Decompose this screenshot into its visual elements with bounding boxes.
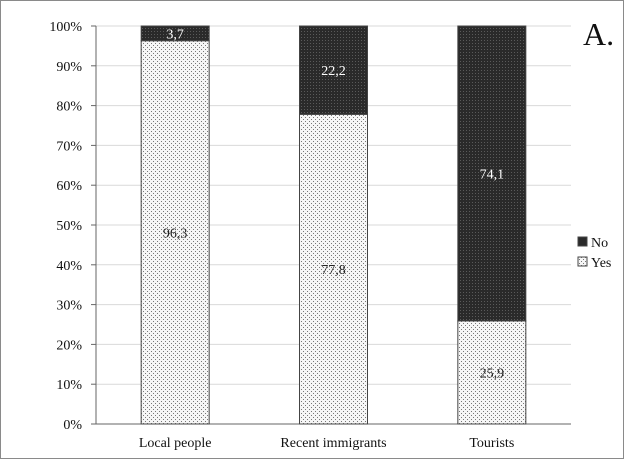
y-tick-label: 50% — [56, 219, 82, 234]
y-tick-label: 20% — [56, 338, 82, 353]
y-tick-label: 30% — [56, 299, 82, 314]
bar-segment-no — [299, 25, 368, 115]
legend-swatch-yes — [577, 256, 588, 267]
y-tick-label: 70% — [56, 139, 82, 154]
bar-segment-no — [140, 25, 210, 42]
axes: 0% 10% 20% 30% 40% 50% 60% 70% 80% 90% 100% — [49, 20, 571, 433]
data-label: 3,7 — [166, 27, 184, 42]
data-label: 25,9 — [480, 366, 505, 381]
x-category-label: Tourists — [469, 436, 514, 451]
panel-label: A. — [583, 16, 614, 52]
labels: 96,3 3,7 Local people 77,8 22,2 Recent immigr… — [139, 27, 514, 451]
bar-segment-yes — [457, 320, 527, 425]
data-label: 77,8 — [321, 263, 346, 278]
x-category-label: Recent immigrants — [280, 436, 386, 451]
x-category-label: Local people — [139, 436, 212, 451]
bars — [140, 25, 527, 425]
y-tick-label: 100% — [49, 20, 82, 35]
legend: No Yes — [577, 236, 611, 271]
y-tick-label: 10% — [56, 378, 82, 393]
y-tick-label: 80% — [56, 100, 82, 115]
legend-label-yes: Yes — [591, 256, 611, 271]
y-tick-label: 60% — [56, 179, 82, 194]
y-tick-label: 0% — [63, 418, 82, 433]
data-label: 96,3 — [163, 226, 188, 241]
data-label: 22,2 — [321, 64, 346, 79]
legend-swatch-no — [577, 236, 588, 247]
bar-segment-yes — [140, 40, 210, 425]
legend-label-no: No — [591, 236, 608, 251]
bar-segment-no — [457, 25, 527, 322]
y-tick-label: 90% — [56, 60, 82, 75]
bar-segment-yes — [299, 113, 368, 425]
data-label: 74,1 — [480, 167, 505, 182]
y-tick-label: 40% — [56, 259, 82, 274]
